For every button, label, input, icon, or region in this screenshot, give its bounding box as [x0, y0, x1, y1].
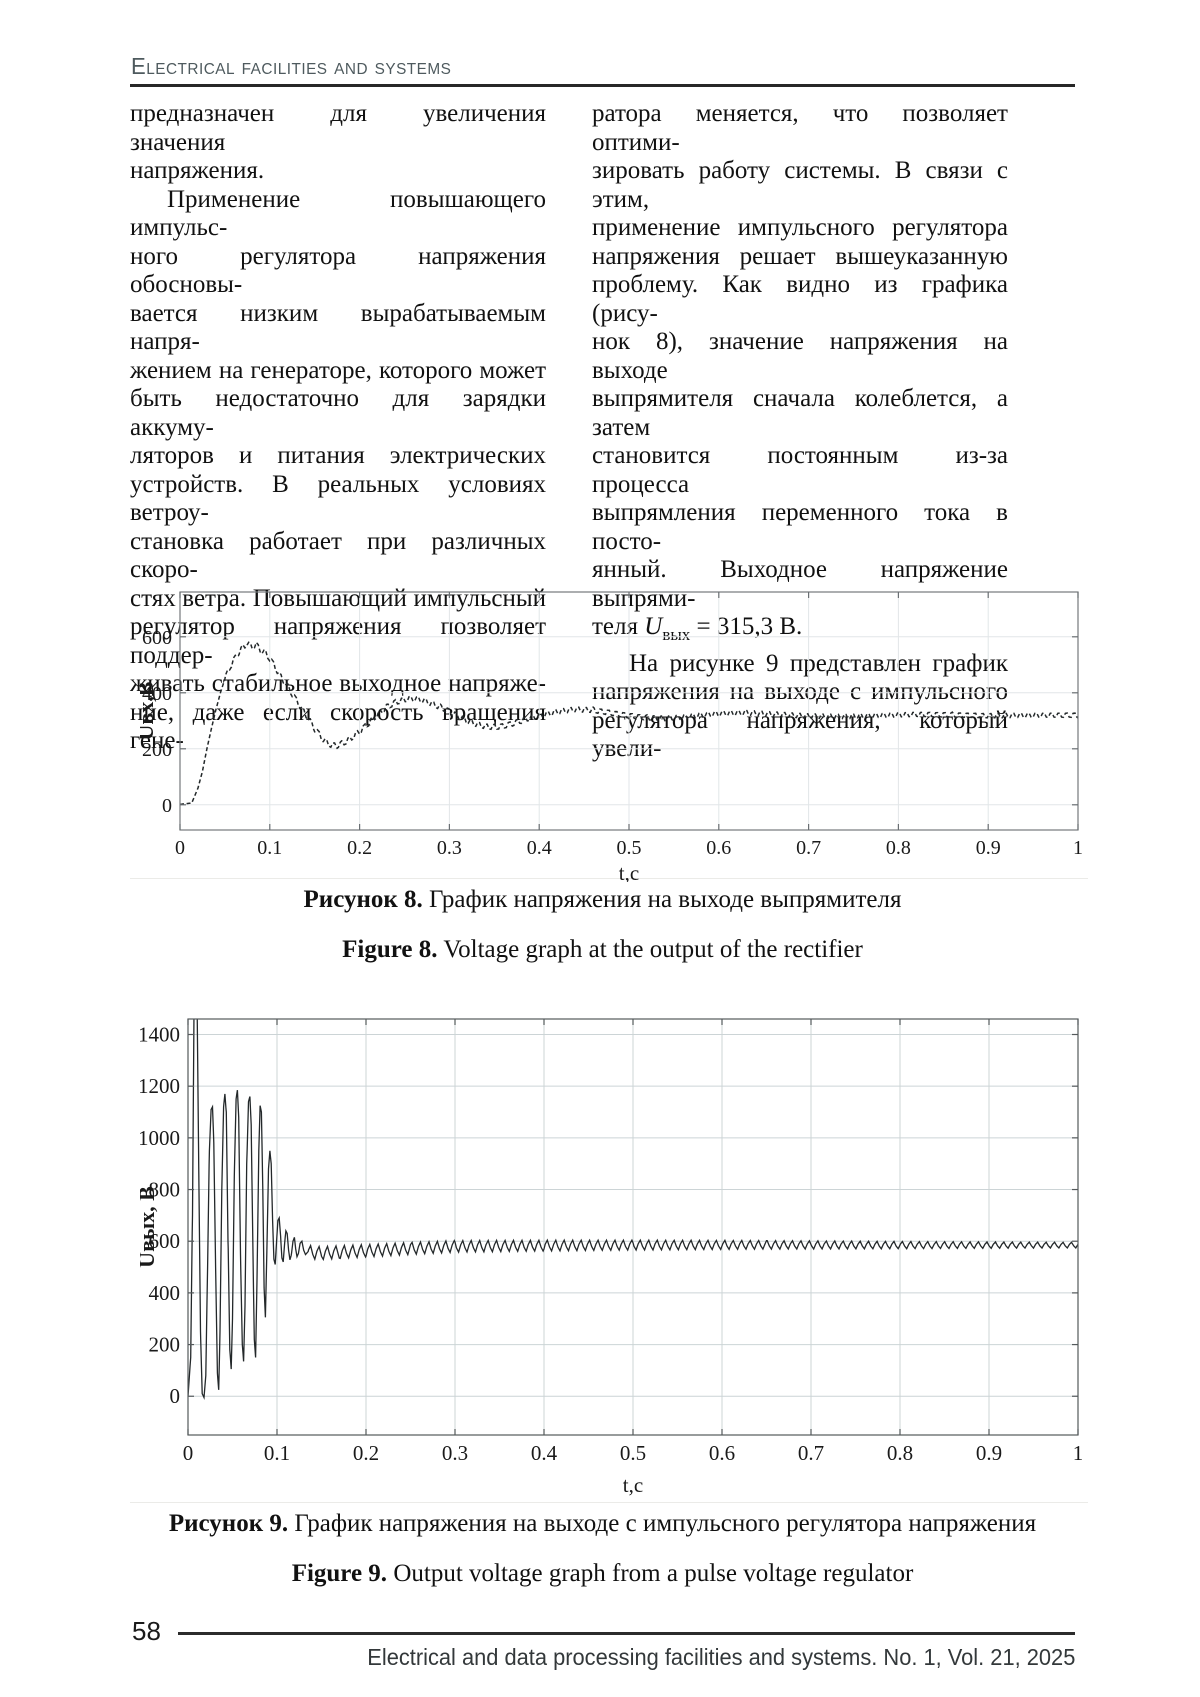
- text-line: быть недостаточно для зарядки аккуму-: [130, 385, 546, 441]
- svg-text:t,c: t,c: [619, 861, 639, 882]
- svg-text:Uвых, В: Uвых, В: [140, 1186, 159, 1268]
- figure9-image: 0 0.1 0.2 0.3 0.4 0.5 0.6 0.7 0.8 0.9 1 0 200 400 600 8…: [130, 1008, 1088, 1503]
- svg-text:0: 0: [162, 795, 172, 817]
- svg-text:0.9: 0.9: [976, 1441, 1002, 1465]
- svg-text:0.1: 0.1: [257, 837, 282, 859]
- svg-text:0.7: 0.7: [796, 837, 821, 859]
- text-line: Применение повышающего импульс-: [130, 185, 546, 242]
- figure8-caption-ru-text: График напряжения на выходе выпрямителя: [422, 886, 902, 913]
- figure8-caption-ru-label: Рисунок 8.: [303, 886, 423, 913]
- text-line: напряжения решает вышеуказанную: [592, 242, 1008, 270]
- text-line: стях ветра. Повышающий импульсный: [130, 584, 546, 612]
- svg-text:Uвх,В: Uвх,В: [140, 681, 158, 740]
- text-line: вается низким вырабатываемым напря-: [130, 299, 546, 356]
- text-line: регулятор напряжения позволяет поддер-: [130, 613, 546, 669]
- text-line: На рисунке 9 представлен график: [629, 649, 1008, 677]
- text-line: янный. Выходное напряжение выпрями-: [592, 556, 1008, 612]
- figure9-caption-en-label: Figure 9.: [291, 1560, 388, 1587]
- svg-text:400: 400: [149, 1281, 181, 1305]
- svg-text:600: 600: [142, 627, 172, 649]
- header-rule: [130, 84, 1075, 87]
- text-line: жением на генераторе, которого может: [130, 356, 546, 384]
- text-line: проблему. Как видно из графика (рису-: [592, 271, 1008, 327]
- figure9-chart: 0 0.1 0.2 0.3 0.4 0.5 0.6 0.7 0.8 0.9 1 0 200 400 600 8…: [140, 1018, 1084, 1497]
- svg-text:0.6: 0.6: [706, 837, 731, 859]
- text-line: напряжения на выходе с импульсного: [592, 678, 1008, 705]
- running-head: Electrical facilities and systems: [131, 53, 452, 79]
- svg-text:0.2: 0.2: [353, 1441, 379, 1465]
- figure9-caption-ru: Рисунок 9. График напряжения на выходе с…: [130, 1510, 1075, 1538]
- subscript-text: вых: [662, 625, 691, 644]
- svg-text:0: 0: [183, 1441, 194, 1465]
- text-line: предназначен для увеличения значения: [130, 100, 546, 156]
- text-line: применение импульсного регулятора: [592, 214, 1008, 241]
- svg-text:0.6: 0.6: [709, 1441, 735, 1465]
- svg-text:0: 0: [175, 837, 185, 859]
- svg-text:0.7: 0.7: [798, 1441, 824, 1465]
- svg-text:t,c: t,c: [623, 1473, 643, 1497]
- inline-text: = 315,3 В.: [690, 613, 803, 640]
- svg-text:200: 200: [149, 1333, 181, 1357]
- svg-text:0: 0: [170, 1384, 181, 1408]
- svg-text:800: 800: [149, 1178, 181, 1202]
- text-line: нок 8), значение напряжения на выходе: [592, 328, 1008, 384]
- text-line: выпрямителя сначала колеблется, а затем: [592, 385, 1008, 441]
- figure8-image: 0 0.1 0.2 0.3 0.4 0.5 0.6 0.7 0.8 0.9 1 0 200 400 600 t…: [130, 548, 1088, 882]
- svg-text:200: 200: [142, 739, 172, 761]
- svg-text:0.8: 0.8: [886, 837, 911, 859]
- page-number: 58: [132, 1616, 161, 1646]
- svg-text:0.4: 0.4: [531, 1441, 558, 1465]
- figure8-caption-ru: Рисунок 8. График напряжения на выходе в…: [130, 886, 1075, 914]
- text-column-left: предназначен для увеличения значения напр…: [130, 100, 546, 756]
- text-line: ние, даже если скорость вращения гене-: [130, 698, 546, 755]
- text-line: устройств. В реальных условиях ветроу-: [130, 470, 546, 527]
- svg-text:600: 600: [149, 1229, 181, 1253]
- journal-line: Electrical and data processing facilitie…: [366, 1644, 1075, 1670]
- svg-text:0.5: 0.5: [617, 837, 642, 859]
- text-column-right: ратора меняется, что позволяет оптими-зи…: [592, 100, 1008, 764]
- text-line: ного регулятора напряжения обосновы-: [130, 242, 546, 299]
- text-line: ратора меняется, что позволяет оптими-: [592, 100, 1008, 156]
- figure9-caption-ru-text: График напряжения на выходе с импульсног…: [288, 1510, 1037, 1537]
- figure8-caption-en-label: Figure 8.: [342, 936, 438, 963]
- svg-text:0.8: 0.8: [887, 1441, 913, 1465]
- svg-text:0.5: 0.5: [620, 1441, 646, 1465]
- figure8-chart: 0 0.1 0.2 0.3 0.4 0.5 0.6 0.7 0.8 0.9 1 0 200 400 600 t…: [140, 591, 1083, 882]
- text-line: теля Uвых = 315,3 В.: [592, 613, 1008, 650]
- svg-text:0.3: 0.3: [437, 837, 462, 859]
- inline-text: U: [644, 613, 663, 640]
- svg-text:1: 1: [1073, 837, 1083, 859]
- figure9-caption-en: Figure 9. Output voltage graph from a pu…: [130, 1560, 1075, 1588]
- svg-text:0.4: 0.4: [527, 837, 552, 859]
- svg-text:400: 400: [142, 683, 172, 705]
- text-line: напряжения.: [130, 157, 265, 184]
- figure8-caption-en: Figure 8. Voltage graph at the output of…: [130, 936, 1075, 964]
- text-line: выпрямления переменного тока в посто-: [592, 499, 1008, 555]
- inline-text: теля: [592, 613, 645, 640]
- svg-text:0.2: 0.2: [347, 837, 372, 859]
- svg-text:0.3: 0.3: [442, 1441, 468, 1465]
- text-line: становка работает при различных скоро-: [130, 527, 546, 584]
- svg-text:1: 1: [1073, 1441, 1084, 1465]
- svg-text:0.1: 0.1: [264, 1441, 290, 1465]
- text-line: становится постоянным из-за процесса: [592, 442, 1008, 498]
- svg-text:1400: 1400: [140, 1023, 180, 1047]
- text-line: зировать работу системы. В связи с этим,: [592, 157, 1008, 213]
- text-line: регулятора напряжения, который увели-: [592, 706, 1008, 763]
- figure9-caption-en-text: Output voltage graph from a pulse voltag…: [387, 1560, 914, 1587]
- text-line: ляторов и питания электрических: [130, 442, 546, 469]
- svg-text:1000: 1000: [140, 1126, 180, 1150]
- footer-rule: [178, 1632, 1075, 1635]
- svg-text:1200: 1200: [140, 1074, 180, 1098]
- figure9-caption-ru-label: Рисунок 9.: [168, 1510, 289, 1537]
- figure8-caption-en-text: Voltage graph at the output of the recti…: [437, 936, 863, 963]
- svg-text:0.9: 0.9: [976, 837, 1001, 859]
